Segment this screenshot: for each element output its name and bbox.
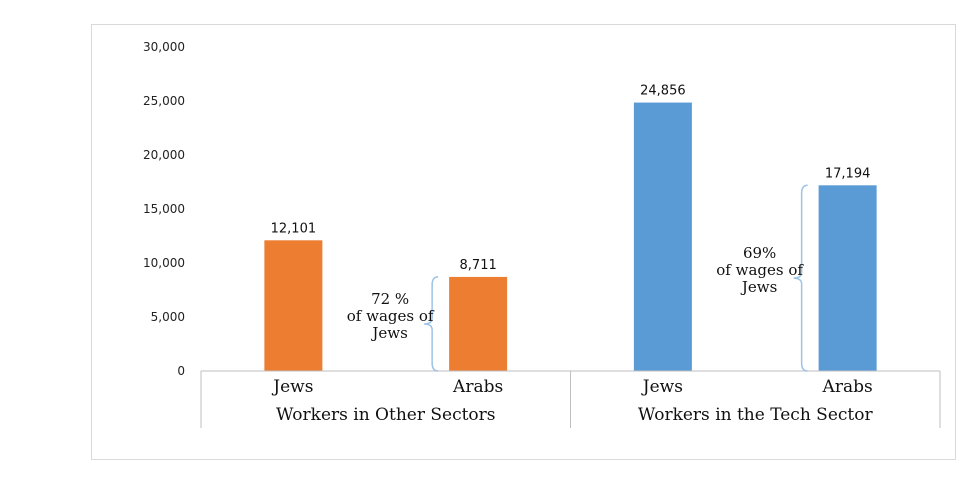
category-label: Arabs <box>452 377 503 397</box>
bar <box>264 240 323 371</box>
group-label: Workers in Other Sectors <box>276 405 496 425</box>
category-label: Arabs <box>822 377 873 397</box>
data-label: 24,856 <box>640 84 686 99</box>
y-tick-label: 30,000 <box>143 40 185 54</box>
bar <box>633 102 692 371</box>
y-tick-label: 10,000 <box>143 256 185 270</box>
bars: 12,101 8,711 24,856 17,194 <box>264 84 877 371</box>
y-tick-label: 5,000 <box>151 310 185 324</box>
chart-frame <box>91 24 956 460</box>
annotation-text: Jews <box>740 278 777 296</box>
bar <box>818 185 877 371</box>
wage-bracket <box>793 184 808 372</box>
data-label: 12,101 <box>271 221 317 236</box>
category-label: Jews <box>271 377 313 397</box>
wage-bracket <box>424 276 439 372</box>
data-label: 17,194 <box>825 166 871 181</box>
annotation-text: 69% <box>743 244 776 262</box>
y-tick-label: 15,000 <box>143 202 185 216</box>
category-label: Jews <box>641 377 683 397</box>
annotation-text: 72 % <box>371 290 409 308</box>
y-tick-label: 0 <box>177 364 185 378</box>
y-tick-label: 20,000 <box>143 148 185 162</box>
annotation-text: of wages of <box>716 261 804 279</box>
group-label: Workers in the Tech Sector <box>638 405 874 425</box>
y-axis-ticks: 0 5,000 10,000 15,000 20,000 25,000 30,000 <box>143 40 185 378</box>
annotation-text: Jews <box>370 324 407 342</box>
bar <box>449 276 508 371</box>
annotation-text: of wages of <box>347 307 435 325</box>
axes: Jews Arabs Workers in Other Sectors Jews Ara… <box>200 370 941 428</box>
y-tick-label: 25,000 <box>143 94 185 108</box>
data-label: 8,711 <box>460 258 497 273</box>
